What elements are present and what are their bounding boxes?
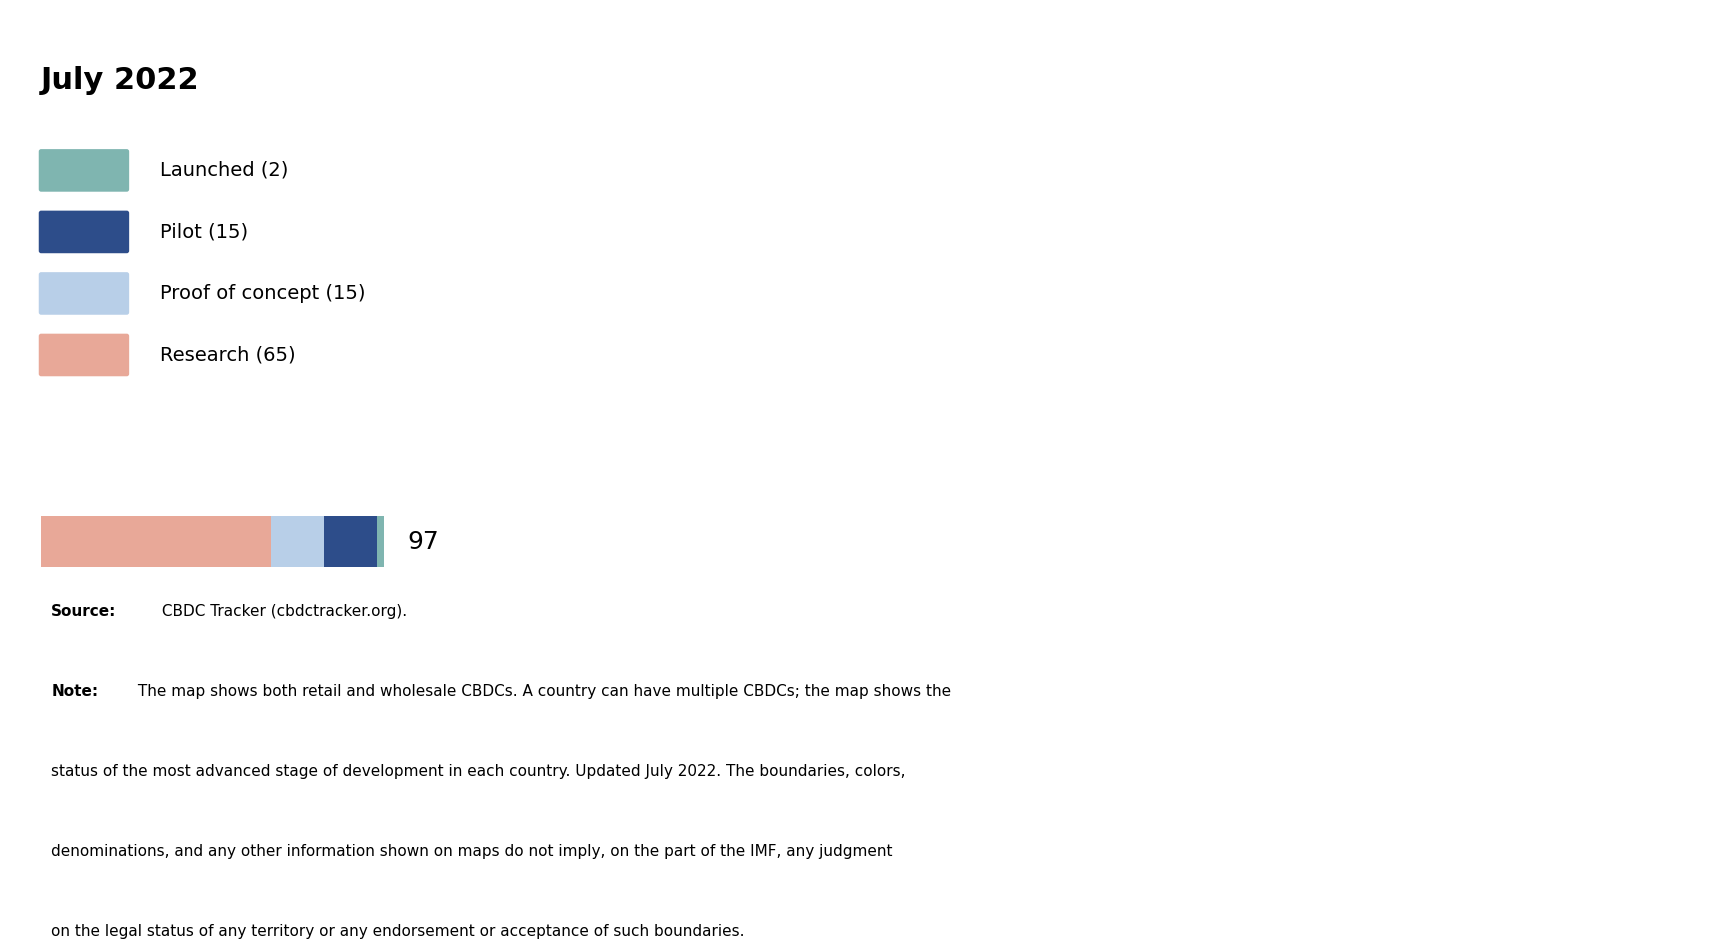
Text: The map shows both retail and wholesale CBDCs. A country can have multiple CBDCs: The map shows both retail and wholesale … [134,684,950,699]
FancyBboxPatch shape [38,210,128,253]
Text: status of the most advanced stage of development in each country. Updated July 2: status of the most advanced stage of dev… [52,764,905,779]
Text: Pilot (15): Pilot (15) [160,223,248,242]
Text: Proof of concept (15): Proof of concept (15) [160,284,366,303]
Text: Note:: Note: [52,684,99,699]
Text: Source:: Source: [52,604,116,619]
FancyBboxPatch shape [38,272,128,315]
Text: denominations, and any other information shown on maps do not imply, on the part: denominations, and any other information… [52,844,893,859]
Text: Research (65): Research (65) [160,345,297,364]
Bar [324,517,376,567]
Bar [271,517,324,567]
Text: July 2022: July 2022 [42,66,199,96]
Bar [42,517,271,567]
Bar [376,517,383,567]
FancyBboxPatch shape [38,149,128,191]
FancyBboxPatch shape [38,334,128,376]
Text: on the legal status of any territory or any endorsement or acceptance of such bo: on the legal status of any territory or … [52,924,746,939]
Text: Launched (2): Launched (2) [160,161,288,180]
Text: CBDC Tracker (cbdctracker.org).: CBDC Tracker (cbdctracker.org). [156,604,407,619]
Text: 97: 97 [407,530,439,554]
